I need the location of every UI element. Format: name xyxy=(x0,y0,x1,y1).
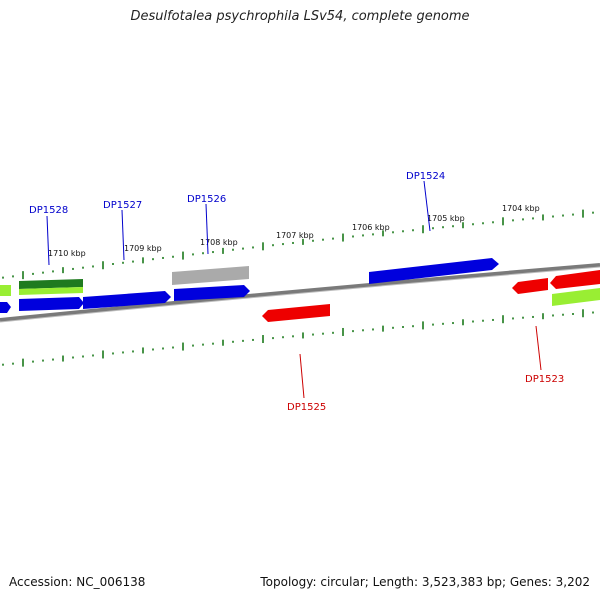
genome-backbone-shadow xyxy=(0,266,600,323)
gene-arrow-red-2[interactable] xyxy=(550,270,600,289)
genome-backbone xyxy=(0,263,600,322)
map-title: Desulfotalea psychrophila LSv54, complet… xyxy=(130,9,470,24)
accession-text: Accession: NC_006138 xyxy=(9,575,146,589)
leader-dp1527 xyxy=(121,209,125,261)
gene-label-dp1525[interactable]: DP1525 xyxy=(287,402,326,413)
scale-label-1709: 1709 kbp xyxy=(124,244,162,253)
gene-label-dp1528[interactable]: DP1528 xyxy=(29,205,68,216)
gene-arrow-red-1[interactable] xyxy=(512,278,548,294)
gene-arrow-lime-2[interactable] xyxy=(19,287,83,295)
leader-dp1525 xyxy=(299,353,305,399)
scale-label-1705: 1705 kbp xyxy=(427,214,465,223)
scale-ticks-minus xyxy=(2,309,594,367)
leader-dp1528 xyxy=(46,215,50,266)
gene-arrow-blue-2[interactable] xyxy=(83,291,171,309)
gene-label-dp1527[interactable]: DP1527 xyxy=(103,200,142,211)
scale-labels: 1710 kbp 1709 kbp 1708 kbp 1707 kbp 1706… xyxy=(48,204,540,258)
gene-arrows xyxy=(0,258,600,322)
scale-label-1710: 1710 kbp xyxy=(48,249,86,258)
scale-label-1704: 1704 kbp xyxy=(502,204,540,213)
gene-label-dp1523[interactable]: DP1523 xyxy=(525,374,564,385)
scale-ticks-plus xyxy=(2,209,594,280)
gene-arrow-darkgreen[interactable] xyxy=(19,279,83,289)
leader-dp1524 xyxy=(423,180,431,232)
leader-dp1526 xyxy=(205,203,209,255)
scale-label-1706: 1706 kbp xyxy=(352,223,390,232)
gene-arrow-gray[interactable] xyxy=(172,266,249,285)
gene-arrow-blue-left[interactable] xyxy=(0,302,11,313)
topology-text: Topology: circular; Length: 3,523,383 bp… xyxy=(260,575,590,589)
leader-dp1523 xyxy=(535,325,542,371)
gene-arrow-dp1525[interactable] xyxy=(262,304,330,322)
gene-arrow-lime-right[interactable] xyxy=(552,288,600,306)
gene-arrow-blue-1[interactable] xyxy=(19,297,84,311)
gene-labels: DP1528 DP1527 DP1526 DP1524 DP1525 DP152… xyxy=(29,171,564,413)
scale-label-1708: 1708 kbp xyxy=(200,238,238,247)
gene-arrow-lime[interactable] xyxy=(0,285,11,296)
gene-arrow-blue-3[interactable] xyxy=(174,285,250,301)
gene-leaders xyxy=(46,180,542,399)
scale-label-1707: 1707 kbp xyxy=(276,231,314,240)
gene-label-dp1526[interactable]: DP1526 xyxy=(187,194,226,205)
gene-arrow-dp1524[interactable] xyxy=(369,258,499,284)
gene-label-dp1524[interactable]: DP1524 xyxy=(406,171,445,182)
